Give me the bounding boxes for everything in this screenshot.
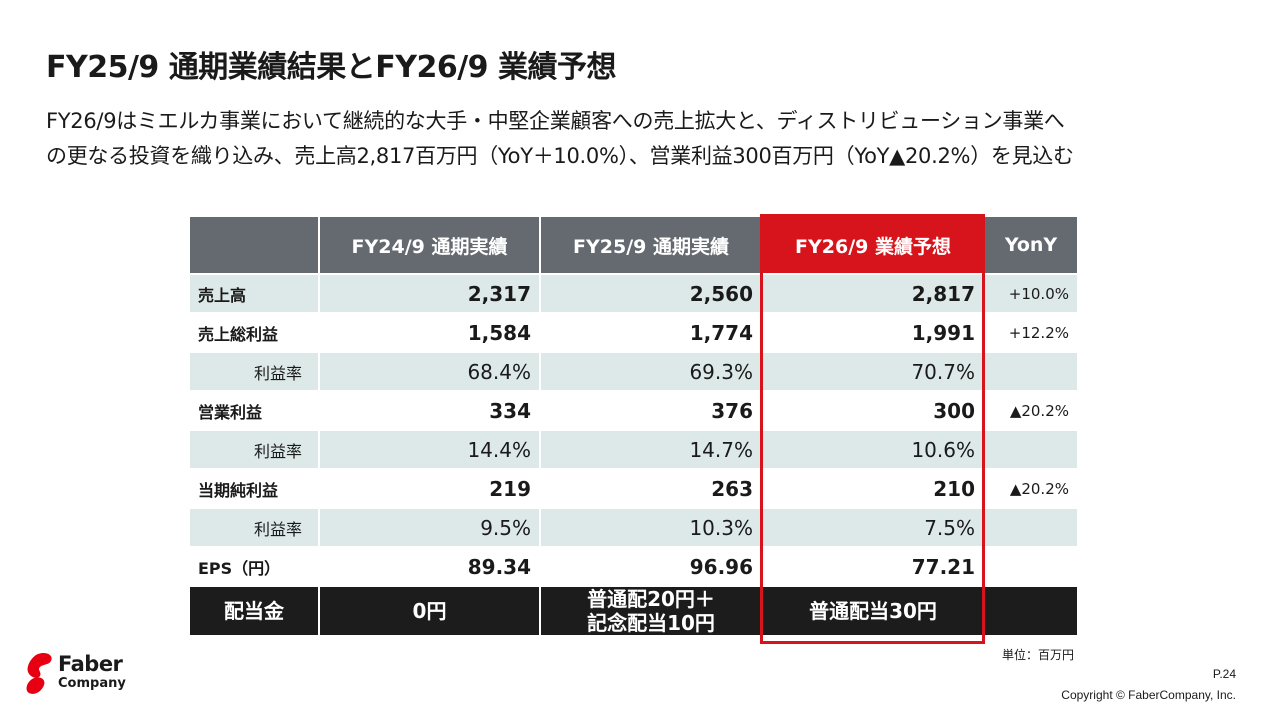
cell-fy24: 1,584 (318, 312, 541, 353)
cell-fy26: 2,817 (761, 273, 985, 314)
cell-fy25-line-2: 記念配当10円 (587, 611, 715, 635)
cell-yoy: ▲20.2% (983, 468, 1079, 509)
cell-yoy (983, 546, 1079, 587)
cell-fy24: 14.4% (318, 429, 541, 470)
cell-fy24: 89.34 (318, 546, 541, 587)
cell-fy26: 10.6% (761, 429, 985, 470)
cell-fy25: 普通配20円＋ 記念配当10円 (539, 585, 763, 637)
unit-note: 単位：百万円 (1002, 648, 1075, 662)
table-row-sales: 売上高 2,317 2,560 2,817 +10.0% (188, 273, 1079, 314)
cell-fy25: 263 (539, 468, 763, 509)
cell-fy25-line-1: 普通配20円＋ (587, 587, 715, 611)
header-label (188, 215, 320, 275)
table-row-dividend: 配当金 0円 普通配20円＋ 記念配当10円 普通配当30円 (188, 585, 1079, 637)
header-fy26-forecast: FY26/9 業績予想 (761, 215, 985, 275)
description-line-2: の更なる投資を織り込み、売上高2,817百万円（YoY＋10.0%）、営業利益3… (46, 144, 1074, 168)
cell-fy25: 1,774 (539, 312, 763, 353)
cell-fy24: 219 (318, 468, 541, 509)
cell-yoy: +12.2% (983, 312, 1079, 353)
table-row-operating-margin: 利益率 14.4% 14.7% 10.6% (188, 429, 1079, 470)
row-label: 利益率 (188, 507, 320, 548)
row-label: 当期純利益 (188, 468, 320, 509)
table-header-row: FY24/9 通期実績 FY25/9 通期実績 FY26/9 業績予想 YonY (188, 215, 1079, 275)
cell-fy26: 普通配当30円 (761, 585, 985, 637)
description-line-1: FY26/9はミエルカ事業において継続的な大手・中堅企業顧客への売上拡大と、ディ… (46, 109, 1065, 133)
cell-yoy (983, 507, 1079, 548)
cell-fy26: 7.5% (761, 507, 985, 548)
cell-yoy (983, 351, 1079, 392)
cell-fy25: 376 (539, 390, 763, 431)
cell-yoy: ▲20.2% (983, 390, 1079, 431)
row-label: 利益率 (188, 351, 320, 392)
cell-fy24: 2,317 (318, 273, 541, 314)
row-label: 売上総利益 (188, 312, 320, 353)
header-fy25: FY25/9 通期実績 (539, 215, 763, 275)
logo-subtitle: Company (58, 676, 126, 691)
copyright: Copyright © FaberCompany, Inc. (1061, 688, 1236, 702)
page-number: P.24 (1212, 667, 1236, 681)
description: FY26/9はミエルカ事業において継続的な大手・中堅企業顧客への売上拡大と、ディ… (46, 104, 1246, 174)
row-label: 利益率 (188, 429, 320, 470)
cell-fy26: 1,991 (761, 312, 985, 353)
table-row-net-income: 当期純利益 219 263 210 ▲20.2% (188, 468, 1079, 509)
row-label: 営業利益 (188, 390, 320, 431)
cell-fy25: 14.7% (539, 429, 763, 470)
table-row-operating-profit: 営業利益 334 376 300 ▲20.2% (188, 390, 1079, 431)
table-row-net-margin: 利益率 9.5% 10.3% 7.5% (188, 507, 1079, 548)
cell-yoy: +10.0% (983, 273, 1079, 314)
table-row-gross-margin: 利益率 68.4% 69.3% 70.7% (188, 351, 1079, 392)
logo-name: Faber (58, 652, 123, 676)
header-fy24: FY24/9 通期実績 (318, 215, 541, 275)
header-yoy: YonY (983, 215, 1079, 275)
table-row-eps: EPS（円） 89.34 96.96 77.21 (188, 546, 1079, 587)
cell-fy26: 77.21 (761, 546, 985, 587)
row-label: 配当金 (188, 585, 320, 637)
cell-yoy (983, 429, 1079, 470)
cell-fy24: 9.5% (318, 507, 541, 548)
financial-table: FY24/9 通期実績 FY25/9 通期実績 FY26/9 業績予想 YonY… (188, 215, 1079, 637)
cell-fy25: 96.96 (539, 546, 763, 587)
cell-fy26: 70.7% (761, 351, 985, 392)
cell-fy26: 210 (761, 468, 985, 509)
page-title: FY25/9 通期業績結果とFY26/9 業績予想 (46, 50, 616, 85)
faber-logo-icon (26, 652, 52, 694)
cell-fy25: 69.3% (539, 351, 763, 392)
row-label: EPS（円） (188, 546, 320, 587)
cell-yoy (983, 585, 1079, 637)
cell-fy24: 334 (318, 390, 541, 431)
cell-fy25: 2,560 (539, 273, 763, 314)
table-row-gross-profit: 売上総利益 1,584 1,774 1,991 +12.2% (188, 312, 1079, 353)
cell-fy25: 10.3% (539, 507, 763, 548)
row-label: 売上高 (188, 273, 320, 314)
cell-fy24: 0円 (318, 585, 541, 637)
cell-fy26: 300 (761, 390, 985, 431)
cell-fy24: 68.4% (318, 351, 541, 392)
